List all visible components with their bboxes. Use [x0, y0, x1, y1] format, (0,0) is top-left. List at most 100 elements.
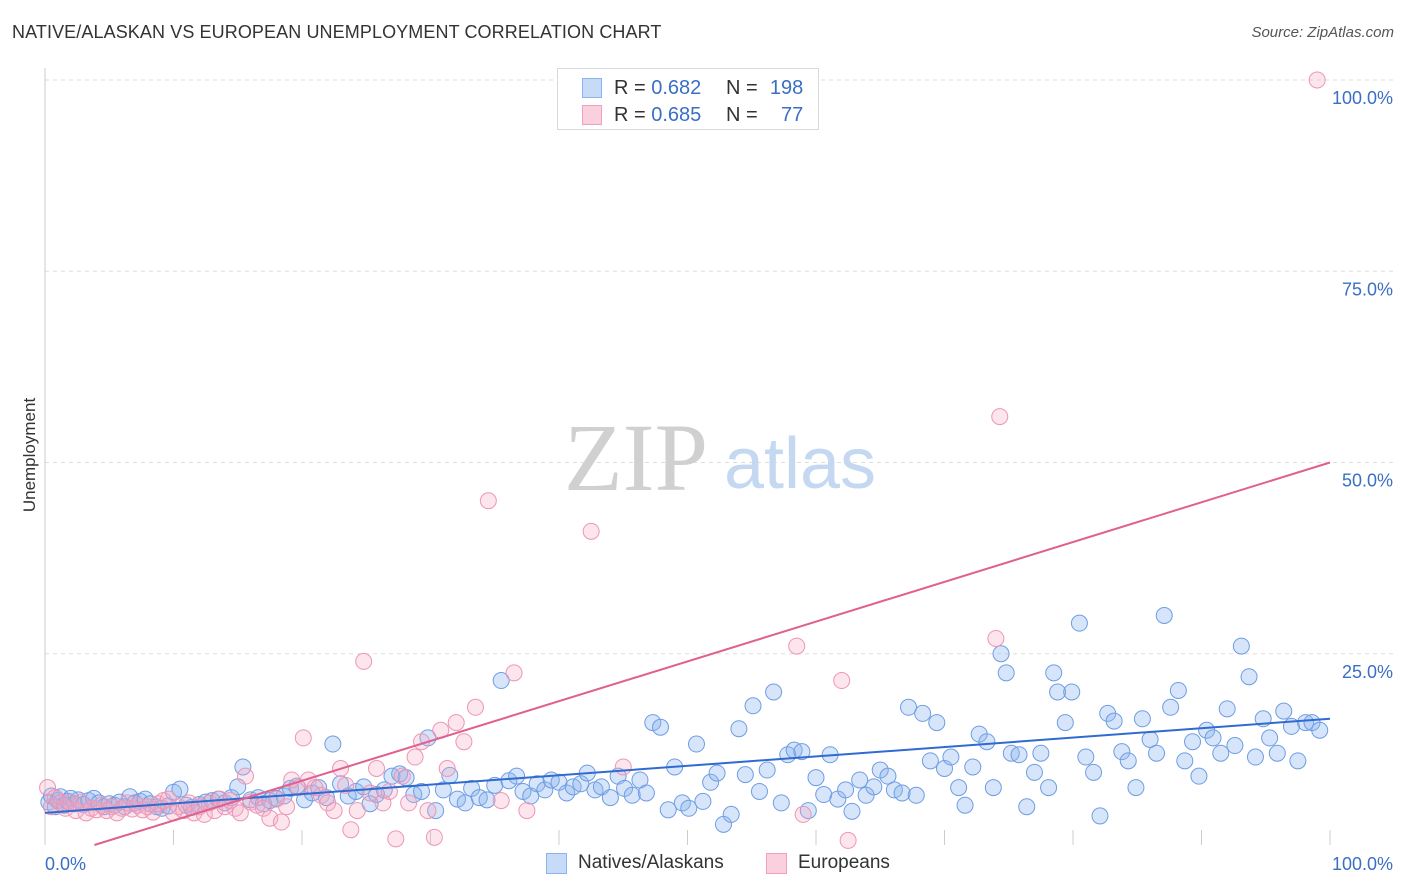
european-point: [46, 789, 64, 807]
tick-labels: 25.0% 50.0% 75.0% 100.0% 0.0% 100.0%: [45, 88, 1393, 874]
native-point: [851, 771, 869, 789]
european-point: [231, 804, 249, 822]
european-point: [518, 802, 536, 820]
native-point: [1040, 779, 1058, 797]
chart-title: NATIVE/ALASKAN VS EUROPEAN UNEMPLOYMENT …: [12, 22, 662, 42]
native-point: [815, 786, 833, 804]
european-point: [794, 805, 812, 823]
native-point: [1204, 729, 1222, 747]
native-point: [928, 714, 946, 732]
axes: [44, 68, 1331, 845]
native-point: [1049, 683, 1067, 701]
native-point: [772, 794, 790, 812]
native-point: [492, 672, 510, 690]
stats-legend: R = 0.682 N = 198 R = 0.685 N = 77: [557, 68, 819, 130]
native-point: [1155, 607, 1173, 624]
watermark-atlas: atlas: [724, 424, 876, 504]
native-point: [324, 735, 342, 753]
trend-lines: [44, 461, 1331, 846]
y-tick-label: 25.0%: [1342, 662, 1393, 682]
native-point: [434, 781, 452, 799]
native-point: [997, 664, 1015, 682]
native-point: [708, 764, 726, 782]
european-point: [400, 794, 418, 812]
native-point: [1045, 664, 1063, 682]
native-point: [950, 779, 968, 797]
r-value: 0.682: [651, 77, 702, 99]
european-point: [337, 776, 355, 794]
european-point: [505, 664, 523, 682]
natives-legend-swatch: [546, 853, 567, 874]
native-point: [448, 790, 466, 808]
european-point: [419, 802, 437, 820]
native-point: [942, 748, 960, 766]
european-point: [272, 813, 290, 831]
european-point: [294, 729, 312, 747]
native-point: [508, 767, 526, 785]
native-point: [1127, 779, 1145, 797]
native-point: [893, 784, 911, 802]
x-tick-label: 100.0%: [1332, 854, 1393, 874]
n-label: N =: [726, 104, 764, 126]
european-point: [1308, 71, 1326, 89]
european-point: [447, 714, 465, 732]
native-point: [413, 782, 431, 800]
native-point: [1113, 743, 1131, 761]
native-point: [1268, 744, 1286, 762]
european-point: [236, 767, 254, 785]
native-point: [1032, 744, 1050, 762]
native-point: [865, 778, 883, 796]
native-point: [730, 720, 748, 738]
native-point: [921, 752, 939, 770]
native-point: [355, 778, 373, 796]
native-point: [652, 718, 670, 736]
native-point: [1232, 637, 1250, 655]
native-point: [1184, 733, 1202, 751]
native-point: [536, 781, 554, 799]
watermark-zip: ZIP: [564, 404, 708, 511]
native-point: [1025, 763, 1043, 781]
watermark: ZIP atlas: [564, 404, 876, 511]
native-point: [1275, 702, 1293, 720]
native-point: [572, 775, 590, 793]
native-point: [1246, 748, 1264, 766]
native-point: [1010, 746, 1028, 764]
legend-label: Natives/Alaskans: [578, 852, 724, 873]
native-point: [1212, 744, 1230, 762]
native-point: [1240, 668, 1258, 686]
source-label: Source: ZipAtlas.com: [1251, 24, 1394, 41]
stats-row-europeans: R = 0.685 N = 77: [558, 102, 818, 128]
european-point: [254, 799, 272, 817]
n-value: 77: [781, 104, 804, 126]
native-point: [702, 773, 720, 791]
native-point: [793, 743, 811, 761]
native-point: [900, 698, 918, 716]
native-point: [659, 801, 677, 819]
european-point: [42, 798, 60, 816]
y-tick-label: 75.0%: [1342, 279, 1393, 299]
european-point: [991, 408, 1009, 426]
native-point: [722, 805, 740, 823]
native-point: [744, 697, 762, 715]
natives-trend-line: [44, 717, 1331, 814]
data-points: [39, 71, 1329, 849]
native-point: [758, 761, 776, 779]
european-point: [455, 733, 473, 751]
series-legend: Natives/Alaskans Europeans: [0, 852, 1406, 878]
n-value: 198: [769, 77, 804, 99]
european-point: [987, 629, 1005, 647]
european-point: [425, 828, 443, 846]
european-point: [342, 821, 360, 839]
native-point: [601, 789, 619, 807]
native-point: [1176, 752, 1194, 770]
native-point: [807, 769, 825, 787]
y-tick-label: 50.0%: [1342, 471, 1393, 491]
european-point: [393, 767, 411, 785]
native-point: [478, 791, 496, 809]
native-point: [1056, 714, 1074, 732]
native-point: [1261, 729, 1279, 747]
european-point: [278, 798, 296, 816]
european-point: [380, 782, 398, 800]
native-point: [1190, 767, 1208, 785]
native-point: [623, 786, 641, 804]
